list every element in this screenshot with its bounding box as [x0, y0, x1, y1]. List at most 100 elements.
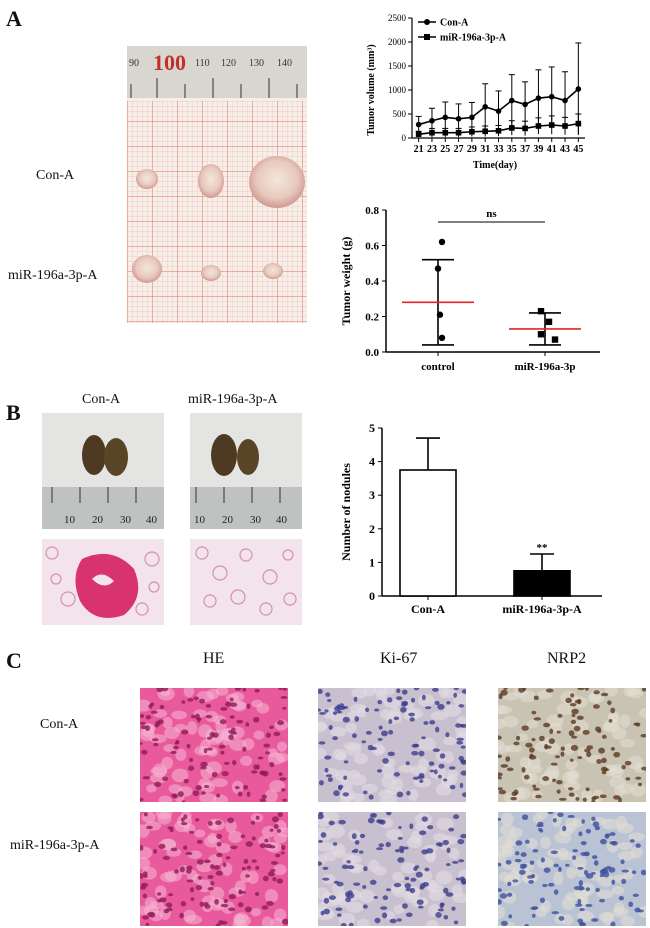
cell — [609, 775, 626, 789]
panel-c-col-label-he: HE — [203, 650, 225, 667]
nucleus — [498, 899, 502, 905]
cell — [327, 824, 346, 839]
nucleus — [443, 778, 448, 782]
data-point — [438, 334, 446, 341]
nucleus — [250, 820, 256, 825]
nucleus — [593, 704, 600, 709]
nucleus — [343, 775, 348, 780]
y-tick-label: 0.8 — [365, 205, 379, 217]
cell — [566, 769, 580, 780]
nucleus — [271, 816, 279, 823]
nucleus — [181, 729, 189, 735]
nucleus — [389, 918, 397, 924]
lung-ruler-tick: 10 — [64, 514, 76, 526]
cell — [171, 768, 189, 783]
data-point — [436, 311, 444, 318]
nucleus — [635, 776, 642, 780]
nucleus — [637, 909, 644, 913]
panel-b-col-label-con: Con-A — [82, 392, 121, 407]
legend-marker — [424, 34, 430, 40]
nucleus — [498, 789, 507, 795]
nucleus — [140, 885, 146, 890]
lung-ruler-tick: 30 — [250, 514, 262, 526]
y-tick-label: 1000 — [388, 85, 407, 95]
nucleus — [523, 774, 530, 780]
bar-0 — [399, 469, 457, 597]
nucleus — [418, 750, 425, 757]
nucleus — [446, 701, 451, 705]
nucleus — [584, 688, 590, 691]
cell — [540, 836, 552, 849]
cell — [554, 831, 572, 844]
cell — [356, 918, 370, 926]
nucleus — [522, 688, 527, 691]
lung-photo-con: 10 20 30 40 — [42, 413, 164, 529]
nucleus — [531, 710, 537, 715]
nucleus — [246, 791, 251, 797]
nucleus — [265, 732, 271, 738]
nucleus — [457, 839, 465, 845]
ruler-tick: 120 — [221, 58, 236, 69]
x-tick-label: 35 — [507, 144, 517, 155]
nucleus — [340, 922, 347, 926]
nucleus — [206, 747, 213, 751]
nucleus — [511, 791, 518, 796]
cell — [140, 846, 153, 860]
y-tick-label: 1 — [369, 555, 375, 569]
cell — [456, 716, 466, 726]
nucleus — [543, 867, 551, 873]
nucleus — [200, 766, 207, 770]
nucleus — [600, 838, 607, 845]
y-tick-label: 0 — [402, 133, 407, 143]
nucleus — [166, 907, 173, 912]
nucleus — [591, 855, 598, 860]
nucleus — [337, 785, 343, 791]
cell — [438, 688, 449, 699]
nucleus — [179, 912, 184, 919]
nucleus — [445, 732, 450, 738]
cell — [140, 699, 152, 712]
nucleus — [255, 865, 260, 870]
ruler-tick: 140 — [277, 58, 292, 69]
nucleus — [599, 898, 606, 903]
cell — [203, 835, 221, 848]
nucleus — [582, 729, 590, 735]
nucleus — [181, 700, 186, 704]
data-point — [482, 104, 488, 110]
nucleus — [529, 747, 535, 753]
nucleus — [500, 920, 508, 926]
cell — [498, 905, 505, 920]
lung-ruler-tick: 10 — [194, 514, 206, 526]
nucleus — [190, 897, 195, 901]
nucleus — [531, 913, 536, 918]
nucleus — [609, 841, 617, 845]
nucleus — [608, 719, 613, 723]
nucleus — [419, 779, 424, 783]
nucleus — [460, 770, 466, 776]
x-tick-label: 27 — [454, 144, 464, 155]
nucleus — [335, 907, 343, 911]
nucleus — [318, 708, 321, 712]
nucleus — [327, 777, 333, 782]
nucleus — [221, 771, 229, 777]
nucleus — [353, 848, 359, 853]
data-point — [575, 86, 582, 92]
cell — [261, 916, 273, 926]
nucleus — [382, 895, 389, 901]
nucleus — [411, 750, 419, 756]
nucleus — [346, 865, 355, 870]
nucleus — [503, 688, 508, 690]
nucleus — [227, 817, 235, 824]
nucleus — [554, 755, 561, 759]
nucleus — [339, 703, 345, 707]
cell — [427, 879, 438, 891]
nucleus — [320, 832, 327, 838]
nucleus — [153, 742, 159, 747]
nucleus — [416, 899, 424, 906]
cell — [613, 901, 625, 916]
ihc-image-he-mir — [140, 812, 288, 926]
cell — [371, 742, 385, 756]
cell — [184, 914, 203, 925]
nucleus — [328, 820, 335, 826]
nucleus — [443, 914, 449, 920]
